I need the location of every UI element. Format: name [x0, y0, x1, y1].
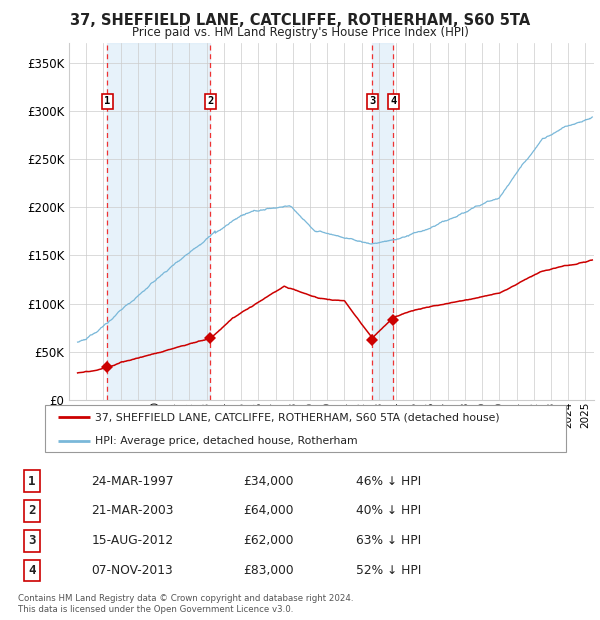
Text: £34,000: £34,000 — [244, 475, 294, 487]
Text: 4: 4 — [28, 564, 36, 577]
Text: 15-AUG-2012: 15-AUG-2012 — [91, 534, 173, 547]
Text: 24-MAR-1997: 24-MAR-1997 — [91, 475, 174, 487]
Text: 07-NOV-2013: 07-NOV-2013 — [91, 564, 173, 577]
Text: 1: 1 — [104, 96, 110, 106]
Text: Contains HM Land Registry data © Crown copyright and database right 2024.: Contains HM Land Registry data © Crown c… — [18, 594, 353, 603]
Text: Price paid vs. HM Land Registry's House Price Index (HPI): Price paid vs. HM Land Registry's House … — [131, 26, 469, 39]
Text: £64,000: £64,000 — [244, 505, 294, 517]
Text: This data is licensed under the Open Government Licence v3.0.: This data is licensed under the Open Gov… — [18, 605, 293, 614]
Text: 2: 2 — [28, 505, 36, 517]
Text: £62,000: £62,000 — [244, 534, 294, 547]
Text: 4: 4 — [391, 96, 397, 106]
Bar — [372, 43, 394, 400]
Text: 3: 3 — [369, 96, 376, 106]
Text: 37, SHEFFIELD LANE, CATCLIFFE, ROTHERHAM, S60 5TA (detached house): 37, SHEFFIELD LANE, CATCLIFFE, ROTHERHAM… — [95, 412, 499, 422]
Text: 1: 1 — [28, 475, 36, 487]
Text: 40% ↓ HPI: 40% ↓ HPI — [356, 505, 422, 517]
Text: 63% ↓ HPI: 63% ↓ HPI — [356, 534, 422, 547]
Text: 37, SHEFFIELD LANE, CATCLIFFE, ROTHERHAM, S60 5TA: 37, SHEFFIELD LANE, CATCLIFFE, ROTHERHAM… — [70, 13, 530, 28]
Text: 3: 3 — [28, 534, 36, 547]
Text: HPI: Average price, detached house, Rotherham: HPI: Average price, detached house, Roth… — [95, 436, 358, 446]
Text: 2: 2 — [208, 96, 214, 106]
Text: 46% ↓ HPI: 46% ↓ HPI — [356, 475, 422, 487]
Text: 21-MAR-2003: 21-MAR-2003 — [91, 505, 174, 517]
Text: 52% ↓ HPI: 52% ↓ HPI — [356, 564, 422, 577]
Text: £83,000: £83,000 — [244, 564, 294, 577]
Bar — [107, 43, 211, 400]
FancyBboxPatch shape — [44, 405, 566, 452]
